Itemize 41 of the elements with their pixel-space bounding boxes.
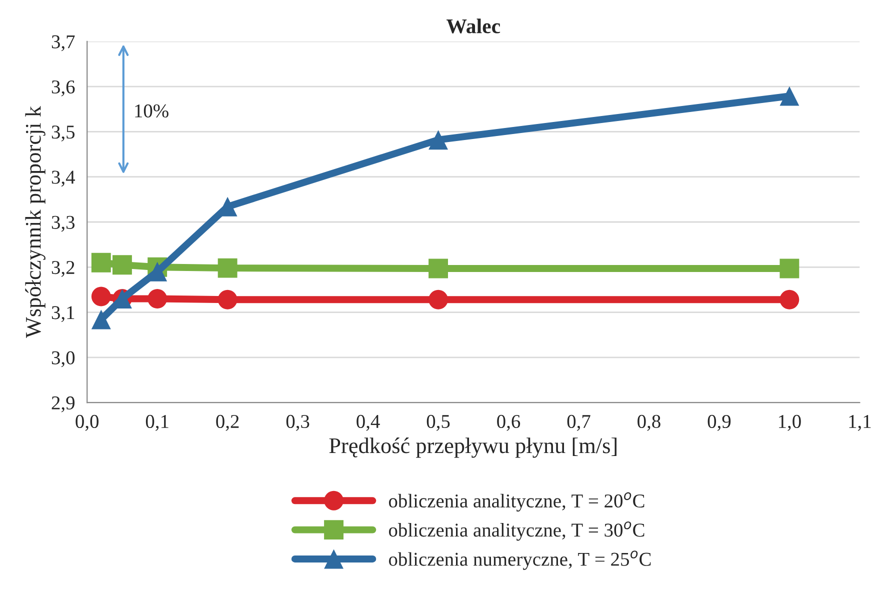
x-tick-label: 0,0 <box>76 414 99 431</box>
chart-title: Walec <box>446 18 500 34</box>
x-axis-title: Prędkość przepływu płynu [m/s] <box>329 438 616 458</box>
x-tick-label: 0,3 <box>286 414 310 431</box>
x-tick-label: 0,8 <box>638 414 660 431</box>
point <box>218 258 238 278</box>
y-tick-label: 3,1 <box>52 306 74 322</box>
point <box>91 286 111 306</box>
legend-label: obliczenia analityczne, T = 20$^{o}$C <box>388 492 644 512</box>
point <box>91 310 111 330</box>
x-tick-label: 0,9 <box>708 414 731 431</box>
point <box>780 86 800 106</box>
legend-label: obliczenia analityczne, T = 30$^{o}$C <box>388 521 644 541</box>
y-tick-label: 2,9 <box>52 396 74 412</box>
x-tick-label: 0,7 <box>567 414 590 431</box>
point <box>91 252 111 272</box>
y-tick-label: 3,6 <box>52 80 75 96</box>
x-tick-label: 1,1 <box>849 415 871 431</box>
y-tick-label: 3,7 <box>52 35 75 52</box>
x-tick-label: 0,1 <box>146 414 168 431</box>
x-tick-label: 0,5 <box>426 414 450 431</box>
x-tick-label: 1,0 <box>779 414 801 431</box>
x-tick-label: 0,6 <box>497 414 520 431</box>
x-tick-label: 0,4 <box>356 414 380 431</box>
point <box>428 290 448 310</box>
annotation: 10% <box>135 104 168 118</box>
y-tick-label: 3,4 <box>52 170 75 187</box>
legend-label: obliczenia numeryczne, T = 25$^{o}$C <box>388 550 651 570</box>
point <box>780 290 800 310</box>
x-tick-label: 0,2 <box>216 414 239 431</box>
point <box>218 290 238 310</box>
y-tick-label: 3,2 <box>52 261 74 277</box>
y-tick-label: 3,3 <box>52 216 75 232</box>
y-axis-title: Współczynnik proporcji k <box>25 106 46 338</box>
point <box>780 258 800 278</box>
point <box>428 130 448 150</box>
point <box>428 258 448 278</box>
y-tick-label: 3,5 <box>52 126 75 142</box>
y-tick-label: 3,0 <box>52 351 75 368</box>
point <box>148 289 168 308</box>
point <box>112 255 132 275</box>
